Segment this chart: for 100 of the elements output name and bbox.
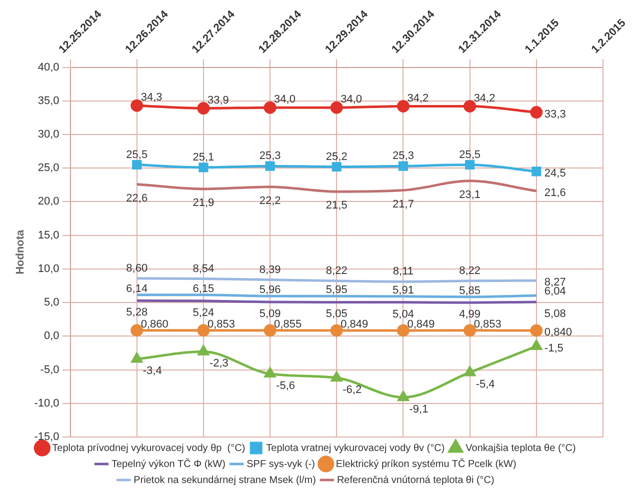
point — [265, 161, 275, 171]
y-tick-label: -5,0 — [40, 364, 60, 376]
legend-label: Elektrický príkon systému TČ Pcelk (kW) — [336, 458, 516, 470]
data-label: 5,85 — [459, 284, 481, 297]
data-label: 0,849 — [407, 318, 435, 330]
data-label: 25,1 — [192, 151, 214, 164]
legend-label: Tepelný výkon TČ Φ (kW) — [111, 458, 226, 470]
data-label: 21,5 — [326, 200, 348, 212]
y-tick-label: 5,0 — [44, 296, 60, 309]
point — [398, 391, 409, 402]
y-tick-label: -15,0 — [34, 431, 60, 444]
data-label: 5,05 — [326, 308, 348, 320]
data-label: 4,99 — [459, 308, 481, 321]
data-label: 5,28 — [126, 306, 148, 319]
legend-label: Teplota vratnej vykurovacej vody θv (°C) — [266, 442, 445, 454]
data-label: 5,09 — [259, 308, 281, 320]
data-label: -5,4 — [476, 378, 495, 390]
data-label: 25,5 — [459, 148, 481, 161]
data-label: 8,22 — [326, 264, 348, 277]
data-label: 33,3 — [544, 108, 566, 120]
point — [264, 324, 276, 337]
data-label: 21,7 — [392, 198, 414, 210]
data-label: 6,04 — [544, 286, 566, 298]
data-label: 25,2 — [326, 150, 348, 163]
data-label: 34,0 — [274, 94, 296, 106]
point — [264, 368, 276, 378]
data-label: 5,91 — [392, 284, 414, 296]
point — [131, 352, 142, 363]
data-label: 5,08 — [544, 308, 566, 320]
data-label: 33,9 — [207, 94, 229, 106]
point — [530, 340, 542, 350]
data-label: 8,39 — [259, 264, 281, 276]
data-label: 25,3 — [259, 150, 281, 162]
data-label: 0,855 — [274, 318, 302, 330]
point — [465, 160, 475, 170]
data-label: 25,3 — [392, 150, 414, 162]
point — [197, 324, 210, 337]
data-label: 8,54 — [192, 262, 214, 275]
point — [398, 161, 408, 171]
legend-label: Teplota prívodnej vykurovacej vody θp (°C) — [52, 442, 246, 454]
y-tick-label: 25,0 — [38, 162, 60, 174]
data-label: 0,860 — [140, 318, 168, 330]
data-label: 22,6 — [126, 192, 148, 204]
point — [197, 102, 210, 115]
data-label: 8,11 — [392, 266, 414, 278]
data-label: 23,1 — [459, 188, 481, 201]
data-label: 5,95 — [326, 284, 348, 296]
data-label: 6,14 — [126, 282, 148, 295]
data-label: -2,3 — [209, 358, 228, 370]
data-label: 5,96 — [259, 284, 281, 296]
data-label: -5,6 — [276, 380, 296, 392]
data-label: 24,5 — [544, 167, 566, 180]
data-label: 5,24 — [192, 306, 214, 319]
point — [332, 162, 342, 172]
data-label: 25,5 — [126, 148, 148, 161]
point — [331, 372, 342, 382]
data-label: -1,5 — [544, 342, 564, 354]
point — [330, 101, 343, 114]
data-label: 8,22 — [459, 264, 481, 277]
point — [396, 100, 410, 113]
data-label: 34,2 — [407, 92, 429, 104]
y-tick-label: 10,0 — [38, 262, 60, 275]
data-label: 34,2 — [474, 92, 496, 104]
point — [198, 345, 210, 356]
point — [330, 324, 343, 337]
y-axis-title: Hodnota — [14, 228, 27, 274]
legend-label: Prietok na sekundárnej strane Msek (l/m) — [134, 474, 316, 486]
legend-label: Referenčná vnútorná teplota θi (°C) — [336, 474, 494, 486]
data-label: 0,853 — [207, 318, 235, 330]
data-label: 34,3 — [140, 92, 162, 104]
y-tick-label: 20,0 — [38, 196, 60, 208]
data-label: 0,849 — [340, 318, 368, 330]
point — [530, 106, 543, 119]
data-label: 6,15 — [192, 282, 214, 295]
data-label: 5,04 — [392, 308, 414, 320]
data-label: 21,6 — [544, 186, 566, 199]
point — [464, 366, 476, 376]
point — [396, 324, 410, 337]
data-label: 0,853 — [474, 318, 502, 330]
data-label: -3,4 — [142, 365, 162, 378]
data-label: 22,2 — [259, 194, 281, 207]
data-label: 8,60 — [126, 262, 148, 274]
y-tick-label: 40,0 — [38, 61, 60, 74]
y-tick-label: 15,0 — [38, 229, 60, 242]
y-tick-label: 30,0 — [38, 128, 60, 141]
point — [530, 324, 543, 337]
y-tick-label: -10,0 — [34, 397, 60, 410]
data-label: 0,840 — [544, 326, 572, 339]
data-label: -6,2 — [342, 384, 362, 396]
point — [264, 101, 276, 114]
point — [198, 162, 208, 172]
y-tick-label: 0,0 — [44, 330, 60, 342]
legend-label: SPF sys-vyk (-) — [246, 458, 315, 470]
point — [532, 166, 542, 176]
data-label: 21,9 — [192, 196, 214, 209]
data-label: 34,0 — [340, 94, 362, 106]
data-label: -9,1 — [409, 403, 428, 416]
y-tick-label: 35,0 — [38, 94, 60, 107]
legend-label: Vonkajšia teplota θe (°C) — [466, 442, 576, 454]
point — [132, 160, 142, 170]
